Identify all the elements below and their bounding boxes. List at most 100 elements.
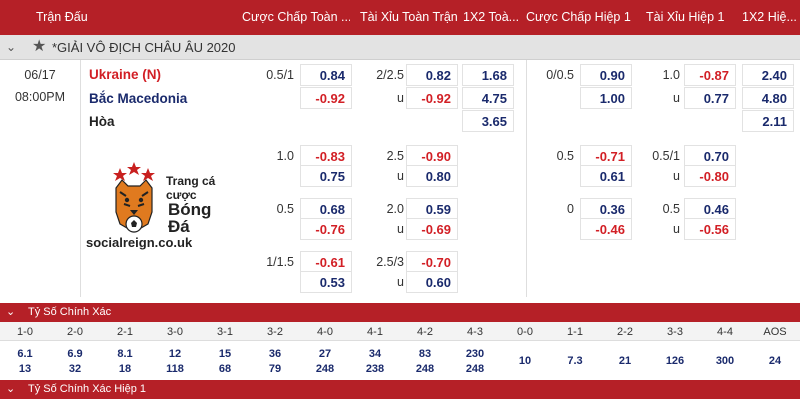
match-time: 08:00PM: [14, 90, 66, 104]
odds-button[interactable]: 0.70: [684, 145, 736, 167]
odds-button[interactable]: 4.80: [742, 87, 794, 109]
league-row[interactable]: ⌄ ★ *GIẢI VÔ ĐỊCH CHÂU ÂU 2020: [0, 35, 800, 60]
odds-button[interactable]: -0.56: [684, 218, 736, 240]
odds-button[interactable]: -0.70: [406, 251, 458, 273]
logo-text-line2: cược: [166, 188, 197, 202]
handicap-line: 0.5/1: [266, 68, 294, 82]
col-header-h1-handicap[interactable]: Cược Chấp Hiệp 1: [526, 10, 631, 24]
logo-text-line1: Trang cá: [166, 174, 216, 188]
score-label: 3-3: [667, 326, 683, 338]
score-label: 3-1: [217, 326, 233, 338]
odds-button[interactable]: -0.71: [580, 145, 632, 167]
score-odds[interactable]: 6.9: [67, 348, 83, 360]
odds-button[interactable]: 0.90: [580, 64, 632, 86]
odds-button[interactable]: 0.80: [406, 165, 458, 187]
col-header-h1-over-under[interactable]: Tài Xỉu Hiệp 1: [646, 10, 725, 24]
score-label: AOS: [763, 326, 787, 338]
chevron-down-icon[interactable]: ⌄: [6, 306, 16, 318]
col-header-h1-1x2[interactable]: 1X2 Hiệ...: [742, 10, 797, 24]
score-odds[interactable]: 300: [715, 355, 735, 367]
score-odds[interactable]: 21: [618, 355, 632, 367]
over-under-line: 2.5/3: [376, 255, 404, 269]
correct-score-header-row: [0, 322, 800, 341]
league-name: *GIẢI VÔ ĐỊCH CHÂU ÂU 2020: [52, 40, 236, 55]
score-odds[interactable]: 24: [768, 355, 782, 367]
odds-button[interactable]: 1.68: [462, 64, 514, 86]
col-header-fulltime-over-under[interactable]: Tài Xỉu Toàn Trận: [360, 10, 458, 24]
odds-button[interactable]: 0.75: [300, 165, 352, 187]
score-odds[interactable]: 12: [168, 348, 182, 360]
score-odds[interactable]: 34: [368, 348, 382, 360]
score-odds[interactable]: 238: [365, 363, 385, 375]
odds-button[interactable]: 0.82: [406, 64, 458, 86]
score-odds[interactable]: 18: [118, 363, 132, 375]
odds-button[interactable]: 0.60: [406, 271, 458, 293]
col-header-match[interactable]: Trận Đấu: [36, 10, 88, 24]
score-label: 4-2: [417, 326, 433, 338]
home-team[interactable]: Ukraine (N): [89, 67, 162, 82]
odds-button[interactable]: -0.83: [300, 145, 352, 167]
handicap-line: 1.0: [276, 149, 294, 163]
correct-score-section-header[interactable]: ⌄ Tỷ Số Chính Xác: [0, 303, 800, 322]
score-odds[interactable]: 118: [166, 363, 184, 375]
score-odds[interactable]: 27: [318, 348, 332, 360]
odds-button[interactable]: 0.84: [300, 64, 352, 86]
score-label: 3-2: [267, 326, 283, 338]
score-odds[interactable]: 126: [665, 355, 685, 367]
column-divider: [80, 60, 81, 297]
tiger-logo-icon: [113, 162, 155, 233]
score-odds[interactable]: 32: [68, 363, 82, 375]
score-odds[interactable]: 83: [418, 348, 432, 360]
score-odds[interactable]: 7.3: [567, 355, 583, 367]
score-odds[interactable]: 6.1: [17, 348, 33, 360]
odds-button[interactable]: 0.46: [684, 198, 736, 220]
score-odds[interactable]: 79: [268, 363, 282, 375]
odds-button[interactable]: -0.80: [684, 165, 736, 187]
correct-score-h1-section-header[interactable]: ⌄ Tỷ Số Chính Xác Hiệp 1: [0, 380, 800, 399]
score-odds[interactable]: 248: [415, 363, 435, 375]
odds-button[interactable]: 0.36: [580, 198, 632, 220]
h1-handicap-line: 0.5: [556, 149, 574, 163]
score-label: 1-1: [567, 326, 583, 338]
odds-button[interactable]: 3.65: [462, 110, 514, 132]
correct-score-title: Tỷ Số Chính Xác: [28, 306, 112, 318]
site-logo: Trang cá cược Bóng Đá socialreign.co.uk: [86, 162, 228, 257]
score-odds[interactable]: 15: [218, 348, 232, 360]
odds-button[interactable]: -0.61: [300, 251, 352, 273]
score-odds[interactable]: 248: [465, 363, 485, 375]
odds-button[interactable]: 2.40: [742, 64, 794, 86]
score-odds[interactable]: 8.1: [117, 348, 133, 360]
score-odds[interactable]: 36: [268, 348, 282, 360]
odds-button[interactable]: 0.68: [300, 198, 352, 220]
over-under-line: 2.5: [386, 149, 404, 163]
odds-button[interactable]: 0.59: [406, 198, 458, 220]
col-header-fulltime-handicap[interactable]: Cược Chấp Toàn ...: [242, 10, 350, 24]
odds-button[interactable]: -0.90: [406, 145, 458, 167]
chevron-down-icon[interactable]: ⌄: [6, 383, 16, 395]
score-label: 4-3: [467, 326, 483, 338]
odds-button[interactable]: -0.76: [300, 218, 352, 240]
score-odds[interactable]: 13: [18, 363, 32, 375]
col-header-fulltime-1x2[interactable]: 1X2 Toà...: [463, 10, 520, 24]
score-odds[interactable]: 10: [518, 355, 532, 367]
logo-text-line3: Bóng: [168, 200, 212, 219]
odds-button[interactable]: 2.11: [742, 110, 794, 132]
odds-button[interactable]: 0.77: [684, 87, 736, 109]
h1-handicap-line: 0: [567, 202, 574, 216]
odds-button[interactable]: -0.87: [684, 64, 736, 86]
odds-button[interactable]: -0.92: [300, 87, 352, 109]
odds-button[interactable]: 1.00: [580, 87, 632, 109]
odds-button[interactable]: -0.46: [580, 218, 632, 240]
odds-button[interactable]: 0.61: [580, 165, 632, 187]
score-odds[interactable]: 68: [218, 363, 232, 375]
score-odds[interactable]: 230: [465, 348, 485, 360]
score-odds[interactable]: 248: [315, 363, 335, 375]
odds-button[interactable]: -0.92: [406, 87, 458, 109]
chevron-down-icon[interactable]: ⌄: [6, 40, 17, 54]
odds-button[interactable]: -0.69: [406, 218, 458, 240]
star-icon[interactable]: ★: [32, 38, 47, 55]
odds-button[interactable]: 4.75: [462, 87, 514, 109]
away-team[interactable]: Bắc Macedonia: [89, 91, 188, 106]
score-label: 2-1: [117, 326, 133, 338]
odds-button[interactable]: 0.53: [300, 271, 352, 293]
